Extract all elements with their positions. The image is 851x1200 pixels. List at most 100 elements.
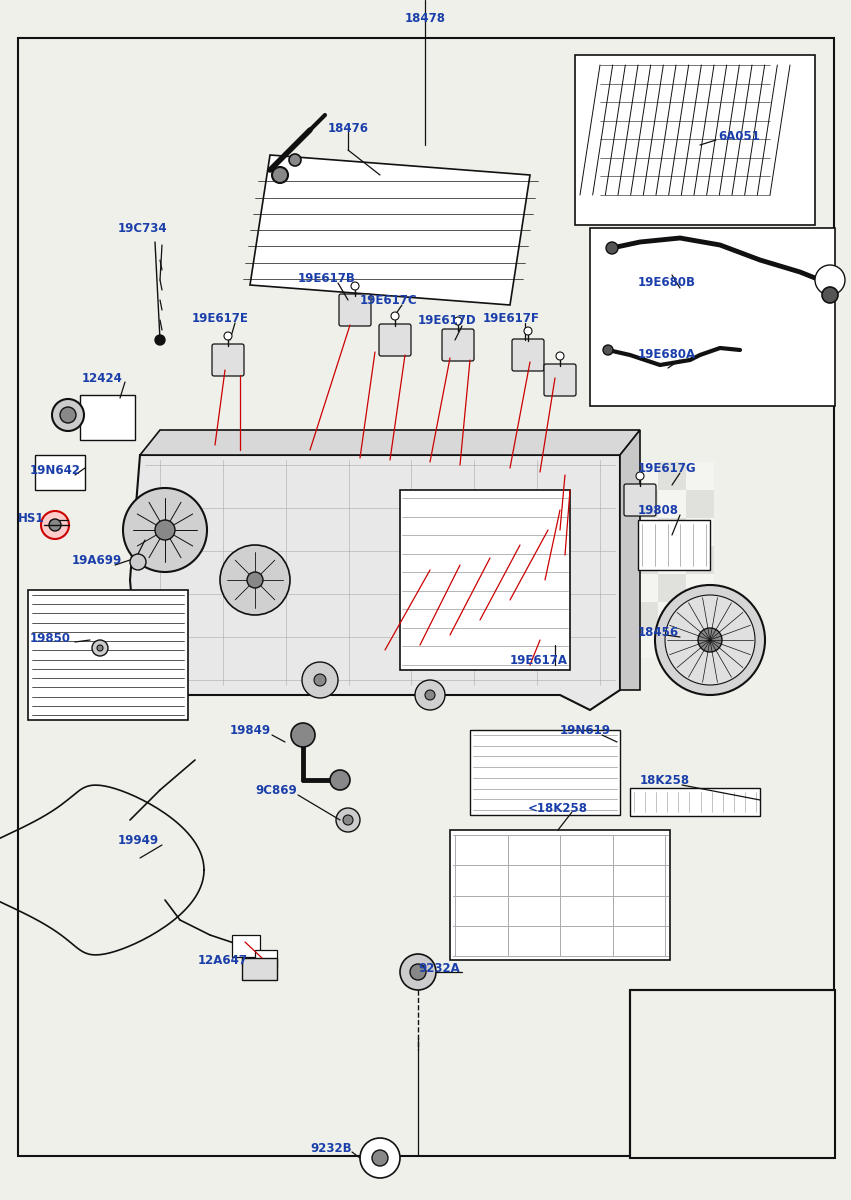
Text: 9232A: 9232A [418,961,460,974]
Text: 12A647: 12A647 [198,954,248,966]
Bar [490,630,518,658]
Text: 18476: 18476 [328,121,368,134]
Circle shape [524,326,532,335]
Bar [450,830,670,960]
Bar [658,462,686,490]
Bar [574,630,602,658]
Bar [518,574,546,602]
Circle shape [665,595,755,685]
FancyBboxPatch shape [512,338,544,371]
Text: car parts: car parts [213,594,386,632]
Circle shape [425,690,435,700]
Text: 9C869: 9C869 [255,784,297,797]
Text: 19E617F: 19E617F [483,312,540,324]
Text: 19E617B: 19E617B [298,271,356,284]
Circle shape [123,488,207,572]
Bar [518,490,546,518]
Circle shape [130,554,146,570]
Circle shape [360,1138,400,1178]
Circle shape [41,511,69,539]
Bar [574,574,602,602]
Bar [518,602,546,630]
Circle shape [556,352,564,360]
Bar [470,730,620,815]
Circle shape [698,628,722,652]
Bar [574,602,602,630]
Bar [602,518,630,546]
Bar [630,518,658,546]
Circle shape [336,808,360,832]
Bar [490,518,518,546]
Circle shape [815,265,845,295]
Circle shape [302,662,338,698]
Circle shape [49,518,61,530]
Bar [686,574,714,602]
Circle shape [220,545,290,614]
Bar [575,55,815,226]
Bar [490,490,518,518]
Bar [35,455,85,490]
Bar [686,490,714,518]
FancyBboxPatch shape [339,294,371,326]
Circle shape [822,287,838,302]
Bar [686,630,714,658]
Bar [658,630,686,658]
Bar [490,574,518,602]
Circle shape [606,242,618,254]
FancyBboxPatch shape [544,364,576,396]
Circle shape [454,317,462,325]
Text: Scooter: Scooter [298,541,527,593]
Circle shape [60,407,76,422]
Text: HS1: HS1 [18,511,44,524]
Bar [546,630,574,658]
Bar [490,602,518,630]
Bar [658,518,686,546]
Bar [80,395,135,440]
Bar [630,546,658,574]
Circle shape [247,572,263,588]
Bar [546,462,574,490]
Text: 19E680A: 19E680A [638,348,696,361]
Bar [658,602,686,630]
Text: 19N642: 19N642 [30,463,81,476]
Bar [574,518,602,546]
Bar [28,590,188,720]
Bar [574,490,602,518]
Text: 19949: 19949 [118,834,159,846]
Bar [574,546,602,574]
Bar [602,630,630,658]
Circle shape [224,332,232,340]
Circle shape [155,335,165,346]
Circle shape [391,312,399,320]
FancyBboxPatch shape [624,484,656,516]
Bar [490,546,518,574]
Bar [686,602,714,630]
Text: 19E617C: 19E617C [360,294,418,306]
Circle shape [155,520,175,540]
Bar [686,546,714,574]
Bar [518,546,546,574]
Circle shape [291,722,315,746]
Circle shape [52,398,84,431]
Bar [400,490,570,670]
Text: 18478: 18478 [404,12,446,24]
Bar [255,950,277,968]
Bar [630,630,658,658]
Bar [590,228,835,406]
Circle shape [636,472,644,480]
Circle shape [92,640,108,656]
Text: 9232B: 9232B [310,1141,351,1154]
Bar [546,490,574,518]
Circle shape [372,1150,388,1166]
Text: 19849: 19849 [230,724,271,737]
Bar [242,958,277,980]
Circle shape [351,282,359,290]
Bar [630,490,658,518]
Circle shape [343,815,353,826]
Bar [546,518,574,546]
Bar [546,602,574,630]
Bar [630,602,658,630]
Text: 19E617D: 19E617D [418,313,477,326]
Bar [658,546,686,574]
Text: <18K258: <18K258 [528,802,588,815]
